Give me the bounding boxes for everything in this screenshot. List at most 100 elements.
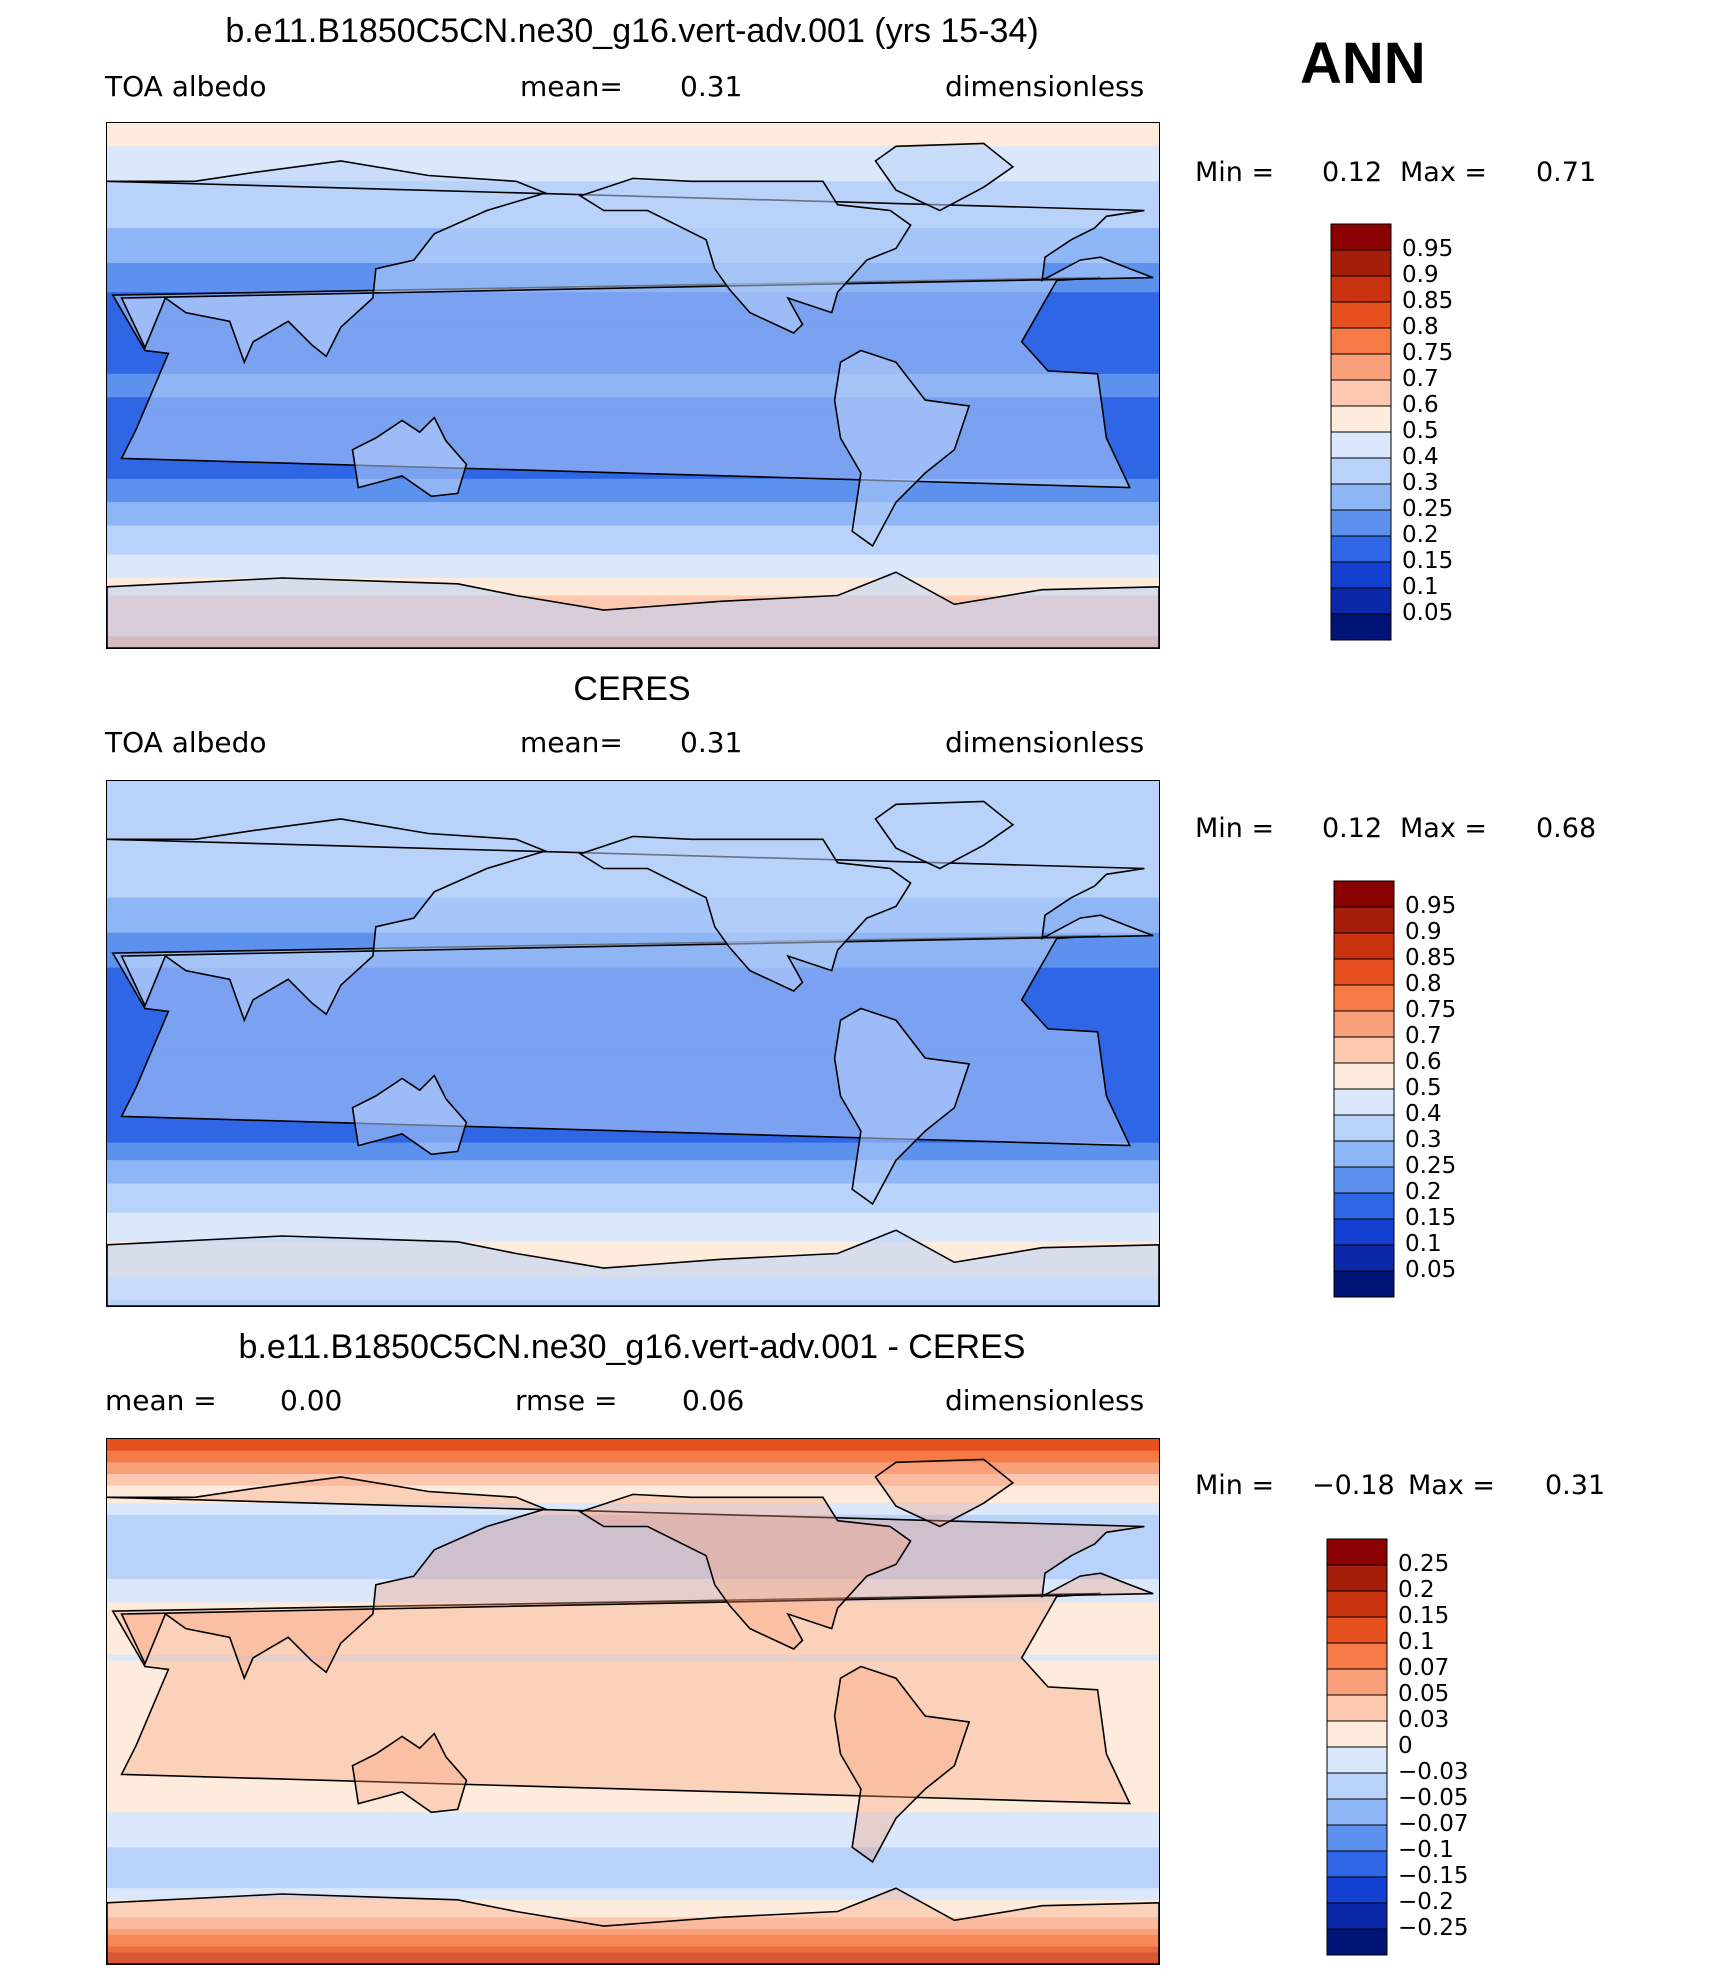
colorbar-tick-label: 0.15 — [1405, 1205, 1457, 1231]
zonal-band — [107, 543, 1159, 550]
zonal-band — [107, 1247, 1159, 1255]
zonal-band — [107, 158, 1159, 165]
zonal-band — [107, 1724, 1159, 1732]
zonal-band — [107, 1195, 1159, 1202]
zonal-band — [107, 496, 1159, 503]
season-label: ANN — [1300, 31, 1426, 96]
colorbar-swatch — [1326, 1538, 1388, 1566]
max-value: 0.31 — [1545, 1470, 1606, 1501]
min-value: 0.12 — [1322, 157, 1383, 188]
colorbar-tick-label: −0.2 — [1398, 1889, 1454, 1915]
zonal-band — [107, 1579, 1159, 1586]
zonal-band — [107, 1678, 1159, 1685]
colorbar-swatch — [1330, 561, 1392, 589]
mean-label: mean = — [105, 1384, 217, 1417]
coastline — [874, 1458, 1015, 1528]
colorbar-swatch — [1330, 431, 1392, 459]
zonal-band — [107, 827, 1159, 835]
zonal-band — [107, 146, 1159, 153]
zonal-band — [107, 1789, 1159, 1796]
colorbar-tick-label: −0.25 — [1398, 1915, 1469, 1941]
coastline — [107, 571, 1159, 648]
colorbar-swatch — [1330, 275, 1392, 303]
colorbar-tick-label: 0.05 — [1405, 1257, 1457, 1283]
zonal-band — [107, 1160, 1159, 1167]
zonal-band — [107, 525, 1159, 532]
zonal-band — [107, 810, 1159, 817]
zonal-band — [107, 1631, 1159, 1638]
colorbar-tick-label: 0.03 — [1398, 1707, 1450, 1733]
zonal-band — [107, 1806, 1159, 1813]
colorbar-tick-label: 0.8 — [1405, 971, 1442, 997]
colorbar-tick-label: 0.05 — [1398, 1681, 1450, 1707]
zonal-band — [107, 1183, 1159, 1190]
max-label: Max = — [1400, 813, 1488, 844]
zonal-band — [107, 1450, 1159, 1458]
zonal-band — [107, 804, 1159, 811]
zonal-band — [107, 1573, 1159, 1580]
colorbar-swatch — [1330, 301, 1392, 329]
colorbar-tick-label: 0.85 — [1402, 288, 1454, 314]
colorbar-tick-label: 0.7 — [1405, 1023, 1442, 1049]
map-field — [107, 1439, 1159, 1964]
zonal-band — [107, 1672, 1159, 1679]
zonal-band — [107, 1701, 1159, 1708]
variable-label: TOA albedo — [105, 726, 267, 759]
zonal-band — [107, 786, 1159, 794]
colorbar-tick-label: 0.07 — [1398, 1655, 1450, 1681]
min-label: Min = — [1195, 1470, 1275, 1501]
zonal-band — [107, 566, 1159, 573]
zonal-band — [107, 1171, 1159, 1179]
zonal-band — [107, 169, 1159, 177]
colorbar-tick-label: 0.6 — [1402, 392, 1439, 418]
coastline — [107, 1887, 1159, 1964]
colorbar-tick-label: 0 — [1398, 1733, 1413, 1759]
coastline — [111, 1592, 1132, 1805]
zonal-band — [107, 1917, 1159, 1924]
map-plot — [106, 780, 1160, 1307]
zonal-band — [107, 1870, 1159, 1878]
zonal-band — [107, 1608, 1159, 1615]
panel-title: CERES — [573, 670, 691, 708]
colorbar-swatch — [1333, 906, 1395, 934]
zonal-band — [107, 484, 1159, 492]
zonal-band — [107, 1929, 1159, 1936]
zonal-band — [107, 1748, 1159, 1755]
colorbar-swatch — [1326, 1876, 1388, 1904]
zonal-band — [107, 1561, 1159, 1568]
zonal-band — [107, 1136, 1159, 1144]
colorbar-tick-label: 0.25 — [1405, 1153, 1457, 1179]
colorbar-swatch — [1326, 1642, 1388, 1670]
zonal-band — [107, 1800, 1159, 1808]
coastline — [351, 1732, 468, 1814]
map-plot — [106, 122, 1160, 649]
zonal-band — [107, 1236, 1159, 1243]
zonal-band — [107, 1660, 1159, 1668]
colorbar-swatch — [1333, 932, 1395, 960]
colorbar-swatch — [1326, 1772, 1388, 1800]
coastline — [578, 1493, 912, 1650]
zonal-band — [107, 1520, 1159, 1528]
zonal-band — [107, 1590, 1159, 1598]
zonal-band — [107, 1474, 1159, 1481]
zonal-band — [107, 508, 1159, 515]
zonal-band — [107, 1206, 1159, 1214]
zonal-band — [107, 128, 1159, 136]
zonal-band — [107, 1894, 1159, 1901]
zonal-band — [107, 1684, 1159, 1691]
zonal-band — [107, 781, 1159, 788]
zonal-band — [107, 1946, 1159, 1953]
zonal-band — [107, 1549, 1159, 1557]
zonal-band — [107, 478, 1159, 486]
zonal-band — [107, 578, 1159, 585]
max-value: 0.71 — [1536, 157, 1597, 188]
zonal-band — [107, 821, 1159, 829]
zonal-band — [107, 1526, 1159, 1533]
zonal-band — [107, 1841, 1159, 1848]
colorbar-tick-label: 0.1 — [1405, 1231, 1442, 1257]
zonal-band — [107, 1818, 1159, 1825]
zonal-band — [107, 513, 1159, 521]
zonal-band — [107, 1905, 1159, 1913]
zonal-band — [107, 1771, 1159, 1778]
colorbar-tick-label: −0.07 — [1398, 1811, 1469, 1837]
